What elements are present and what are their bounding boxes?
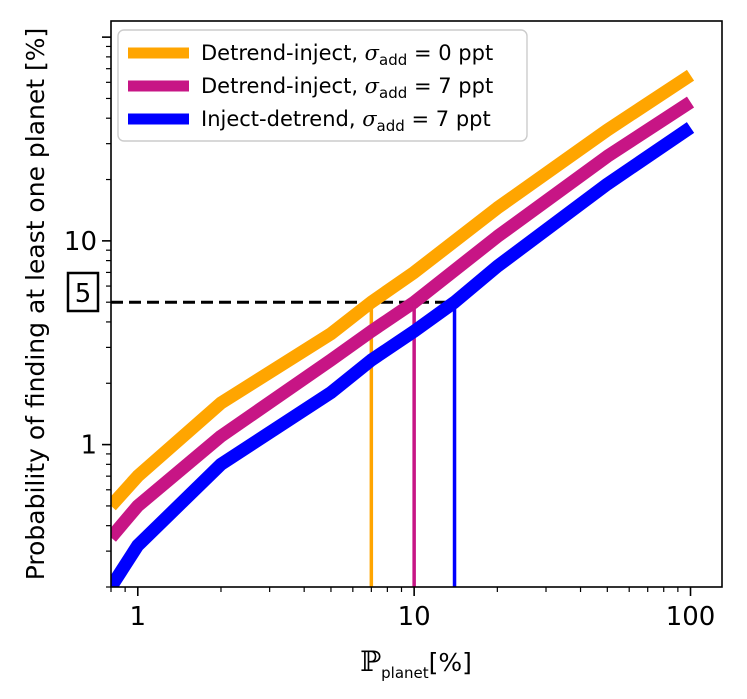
y-tick-label-1: 1 <box>80 431 97 461</box>
y-tick-label-10: 10 <box>64 227 97 257</box>
threshold-label-box <box>66 271 100 313</box>
plot-area <box>111 69 695 587</box>
legend-label-1: Detrend-inject, σadd = 7 ppt <box>201 74 493 102</box>
series-line-0 <box>111 69 695 511</box>
y-axis-label: Probability of finding at least one plan… <box>21 28 50 581</box>
legend-label-2: Inject-detrend, σadd = 7 ppt <box>201 107 491 135</box>
legend-label-0: Detrend-inject, σadd = 0 ppt <box>201 41 493 69</box>
legend: Detrend-inject, σadd = 0 ppt Detrend-inj… <box>117 29 528 142</box>
x-tick-label-1: 1 <box>130 602 147 632</box>
x-axis-label: ℙplanet[%] <box>360 645 472 682</box>
threshold-label: 5 <box>75 279 92 309</box>
x-tick-label-10: 10 <box>398 602 431 632</box>
axes-frame <box>110 20 723 588</box>
series-line-1 <box>111 96 695 542</box>
x-tick-label-100: 100 <box>666 602 716 632</box>
axis-ticks <box>102 36 692 596</box>
plot-clip-group <box>111 69 695 587</box>
series-line-2 <box>111 122 695 587</box>
legend-frame <box>117 29 528 142</box>
